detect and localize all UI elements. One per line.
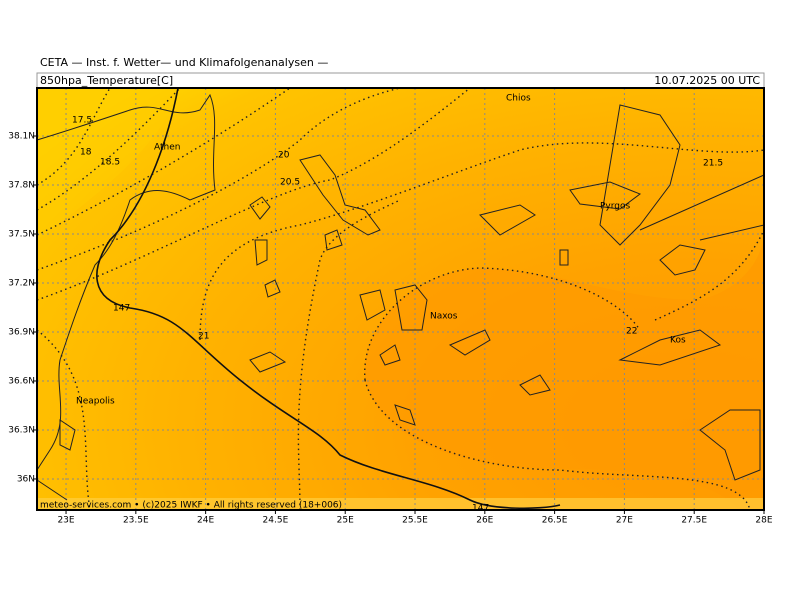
contour-label: 17.5 <box>72 116 92 126</box>
footer: meteo-services.com • (c)2025 IWKF • All … <box>40 501 342 511</box>
contour-label: 21 <box>198 332 209 342</box>
lat-tick-label: 36.9N <box>8 327 35 337</box>
lon-tick-label: 27.5E <box>681 516 707 526</box>
lon-tick-label: 24.5E <box>263 516 289 526</box>
map: Athen Chios Pyrgos Naxos Kos Neapolis 17… <box>36 87 765 514</box>
contour-label: 22 <box>626 327 637 337</box>
contour-label: 21.5 <box>703 159 723 169</box>
place-label: Chios <box>506 94 531 104</box>
coastlines <box>36 93 765 501</box>
lon-tick-label: 28E <box>755 516 772 526</box>
lon-tick-label: 23E <box>57 516 74 526</box>
lat-tick-label: 37.8N <box>8 181 35 191</box>
lat-tick-label: 37.5N <box>8 230 35 240</box>
grid <box>37 88 765 510</box>
parameter: 850hpa_Temperature[C] <box>40 74 173 87</box>
lon-tick-label: 27E <box>616 516 633 526</box>
lon-tick-label: 25E <box>337 516 354 526</box>
institute: CETA — Inst. f. Wetter— und Klimafolgena… <box>40 56 328 69</box>
lat-tick-label: 36N <box>17 474 35 484</box>
contour-label: 18.5 <box>100 158 120 168</box>
lat-tick-label: 36.6N <box>8 376 35 386</box>
valid-time: 10.07.2025 00 UTC <box>654 74 760 87</box>
warm-zone <box>37 88 180 240</box>
lon-tick-label: 25.5E <box>402 516 428 526</box>
footer-strip <box>37 498 764 510</box>
lat-tick-label: 38.1N <box>8 132 35 142</box>
contours <box>36 87 765 511</box>
contour-label: 20 <box>278 151 290 161</box>
lon-tick-label: 26.5E <box>542 516 568 526</box>
contour-label: 20.5 <box>280 178 300 188</box>
place-label: Kos <box>670 336 686 346</box>
contour-label: 147 <box>113 304 130 314</box>
contour-label: 147 <box>472 504 489 514</box>
hot-zone <box>364 230 764 510</box>
lon-tick-label: 23.5E <box>123 516 149 526</box>
contour-label: 18 <box>80 148 92 158</box>
place-label: Athen <box>154 143 180 153</box>
lat-tick-label: 36.3N <box>8 425 35 435</box>
place-label: Pyrgos <box>600 202 631 212</box>
place-label: Neapolis <box>76 397 115 407</box>
place-label: Naxos <box>430 312 458 322</box>
lon-tick-label: 24E <box>197 516 214 526</box>
lat-tick-label: 37.2N <box>8 278 35 288</box>
map-frame <box>36 87 765 511</box>
lon-tick-label: 26E <box>476 516 493 526</box>
